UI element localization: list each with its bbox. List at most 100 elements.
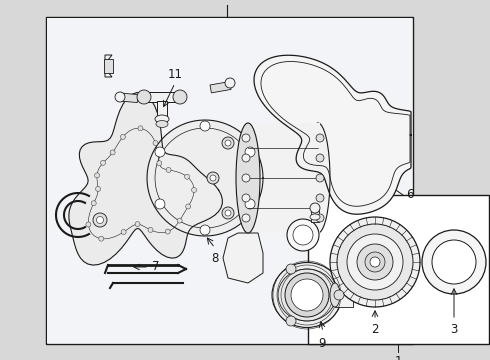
- Circle shape: [173, 90, 187, 104]
- Circle shape: [337, 224, 413, 300]
- Circle shape: [86, 222, 91, 227]
- Circle shape: [293, 225, 313, 245]
- Circle shape: [222, 207, 234, 219]
- Ellipse shape: [155, 115, 169, 123]
- Bar: [119, 93, 138, 103]
- Circle shape: [285, 273, 329, 317]
- Text: 11: 11: [168, 68, 182, 81]
- Circle shape: [177, 218, 182, 223]
- Circle shape: [210, 175, 216, 181]
- Circle shape: [291, 279, 323, 311]
- Circle shape: [93, 213, 107, 227]
- Bar: [46, 17, 413, 344]
- Ellipse shape: [156, 121, 168, 127]
- Text: 5: 5: [223, 0, 231, 3]
- Bar: [157, 101, 167, 119]
- Polygon shape: [105, 55, 112, 77]
- Bar: [47, 18, 412, 343]
- Circle shape: [316, 134, 324, 142]
- Bar: [104, 59, 113, 73]
- Circle shape: [110, 150, 115, 155]
- Circle shape: [225, 140, 231, 146]
- Circle shape: [115, 92, 125, 102]
- Circle shape: [330, 217, 420, 307]
- Circle shape: [91, 201, 96, 206]
- Circle shape: [185, 174, 190, 179]
- Ellipse shape: [272, 262, 342, 328]
- Ellipse shape: [330, 283, 340, 307]
- Text: 10: 10: [289, 197, 303, 210]
- Circle shape: [316, 194, 324, 202]
- Ellipse shape: [236, 123, 260, 233]
- Circle shape: [242, 194, 250, 202]
- Circle shape: [245, 199, 255, 209]
- Polygon shape: [254, 55, 411, 214]
- Circle shape: [97, 216, 103, 224]
- Circle shape: [310, 203, 320, 213]
- Circle shape: [165, 229, 170, 234]
- Polygon shape: [223, 233, 263, 283]
- Circle shape: [155, 147, 165, 157]
- Circle shape: [316, 174, 324, 182]
- Bar: [308, 195, 489, 344]
- Ellipse shape: [306, 123, 330, 233]
- Circle shape: [135, 222, 140, 227]
- Circle shape: [432, 240, 476, 284]
- Circle shape: [155, 199, 165, 209]
- Circle shape: [242, 214, 250, 222]
- Bar: [144, 92, 180, 102]
- Circle shape: [200, 121, 210, 131]
- Circle shape: [186, 204, 191, 209]
- Text: 6: 6: [406, 188, 414, 201]
- Circle shape: [200, 225, 210, 235]
- Circle shape: [287, 219, 319, 251]
- Bar: [210, 81, 231, 93]
- Circle shape: [192, 188, 196, 193]
- Text: 4: 4: [311, 184, 319, 197]
- Circle shape: [316, 214, 324, 222]
- Circle shape: [137, 90, 151, 104]
- Circle shape: [286, 316, 296, 326]
- Circle shape: [242, 174, 250, 182]
- Circle shape: [138, 126, 143, 131]
- Circle shape: [225, 210, 231, 216]
- Circle shape: [422, 230, 486, 294]
- Circle shape: [99, 236, 104, 241]
- Bar: [335, 283, 353, 307]
- Circle shape: [166, 167, 171, 172]
- Circle shape: [96, 186, 100, 192]
- Text: 7: 7: [152, 261, 160, 274]
- Text: 1: 1: [394, 355, 402, 360]
- Circle shape: [286, 264, 296, 274]
- Circle shape: [222, 137, 234, 149]
- Text: 9: 9: [318, 337, 326, 350]
- Text: 8: 8: [211, 252, 219, 265]
- Circle shape: [357, 244, 393, 280]
- Circle shape: [347, 234, 403, 290]
- Circle shape: [245, 147, 255, 157]
- Bar: [47, 18, 412, 343]
- Circle shape: [207, 172, 219, 184]
- Circle shape: [316, 154, 324, 162]
- Circle shape: [334, 290, 344, 300]
- Circle shape: [370, 257, 380, 267]
- Circle shape: [121, 134, 125, 139]
- Ellipse shape: [310, 214, 320, 220]
- Circle shape: [157, 161, 162, 166]
- Polygon shape: [69, 93, 222, 265]
- Text: 3: 3: [450, 323, 458, 336]
- Text: 2: 2: [371, 323, 379, 336]
- Polygon shape: [147, 120, 263, 236]
- Circle shape: [242, 154, 250, 162]
- Circle shape: [100, 160, 105, 165]
- Circle shape: [242, 134, 250, 142]
- Circle shape: [95, 173, 99, 178]
- Circle shape: [121, 229, 126, 234]
- Ellipse shape: [278, 269, 336, 321]
- Circle shape: [365, 252, 385, 272]
- Text: 5: 5: [223, 0, 231, 3]
- Bar: [311, 208, 319, 222]
- Circle shape: [153, 140, 158, 145]
- Bar: [248, 123, 320, 233]
- Circle shape: [148, 228, 153, 233]
